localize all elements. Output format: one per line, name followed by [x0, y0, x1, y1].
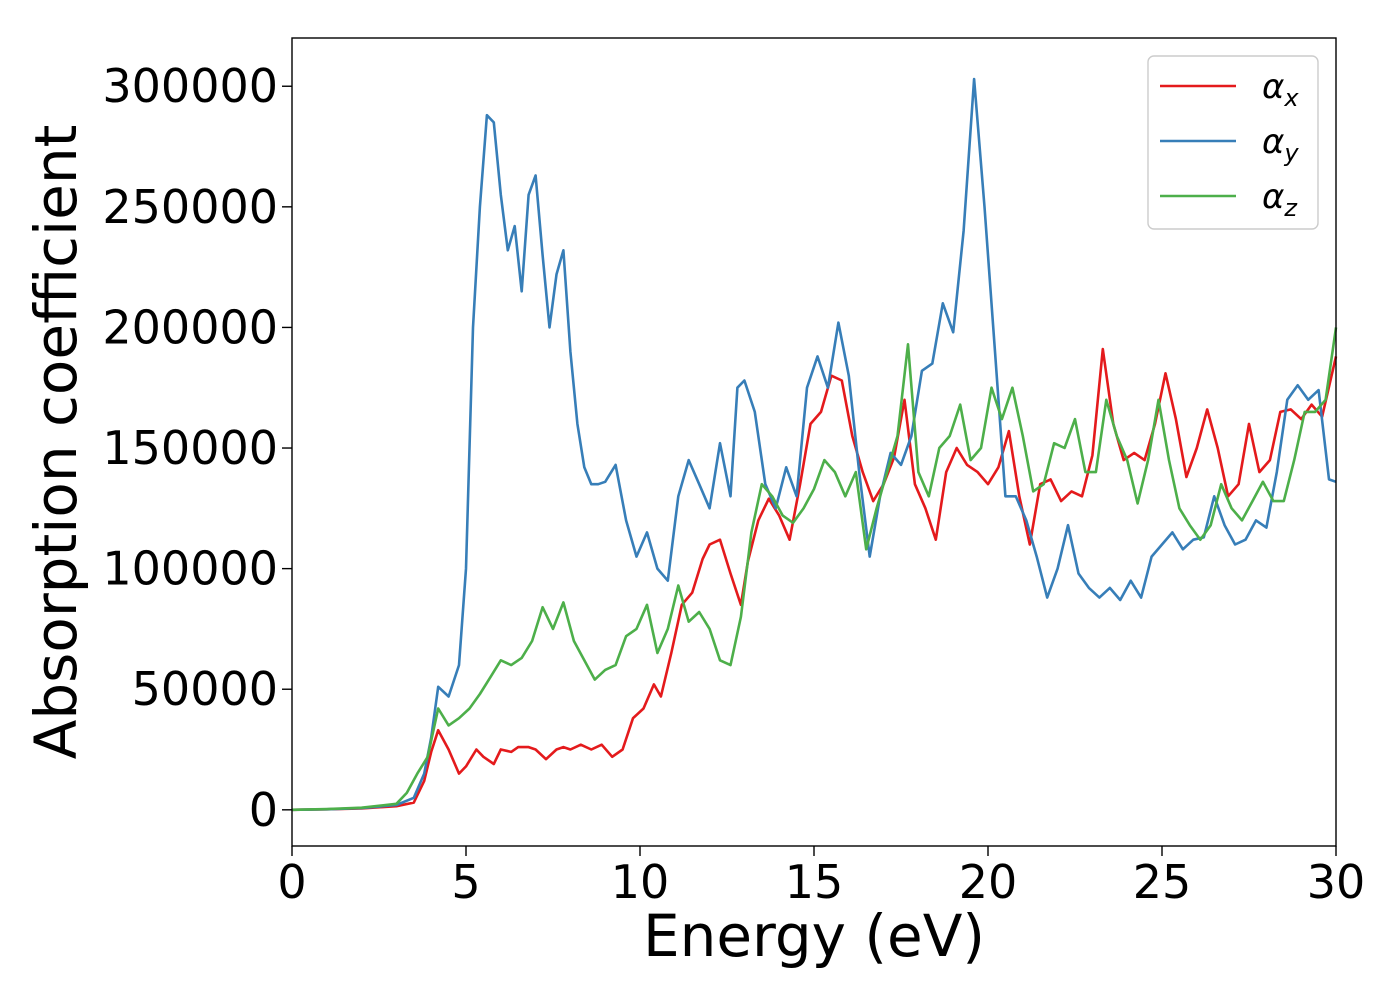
x-tick-label: 30 — [1307, 855, 1366, 909]
x-axis-label: Energy (eV) — [643, 902, 985, 970]
y-tick-label: 0 — [249, 783, 278, 837]
y-tick-label: 100000 — [102, 542, 278, 596]
y-axis-label: Absorption coefficient — [22, 125, 90, 760]
x-tick-label: 0 — [277, 855, 306, 909]
x-axis-ticks: 0 5 10 15 20 25 30 — [277, 846, 1365, 909]
x-tick-label: 25 — [1133, 855, 1192, 909]
x-tick-label: 20 — [959, 855, 1018, 909]
y-tick-label: 300000 — [102, 59, 278, 113]
y-axis-ticks: 0 50000 100000 150000 200000 250000 300000 — [102, 59, 292, 837]
legend-label-y: αy — [1262, 122, 1299, 167]
x-tick-label: 15 — [785, 855, 844, 909]
legend-label-z: αz — [1262, 177, 1298, 222]
legend-label-x: αx — [1262, 67, 1299, 112]
series-layer — [291, 77, 1338, 812]
series-line-z — [291, 327, 1338, 812]
y-tick-label: 250000 — [102, 180, 278, 234]
series-line-y — [291, 77, 1337, 812]
legend-box — [1147, 55, 1319, 230]
series-line-x — [291, 347, 1338, 812]
legend: αx αy αz — [1147, 55, 1319, 230]
y-tick-label: 200000 — [102, 300, 278, 354]
y-tick-label: 150000 — [102, 421, 278, 475]
x-tick-label: 5 — [451, 855, 480, 909]
y-tick-label: 50000 — [132, 662, 278, 716]
x-tick-label: 10 — [611, 855, 670, 909]
